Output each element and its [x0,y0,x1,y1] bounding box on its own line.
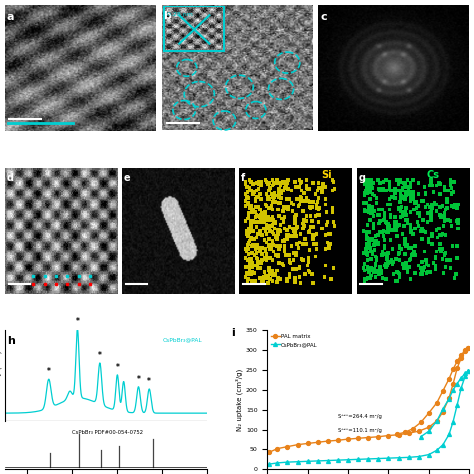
Bar [164,7,224,51]
CsPbBr₃@PAL [325,458,331,464]
Text: i: i [231,328,235,337]
Text: *: * [116,363,119,372]
CsPbBr₃@PAL [274,460,280,466]
Text: Si: Si [321,170,332,180]
PAL matrix [305,441,310,447]
CsPbBr₃@PAL [454,402,460,408]
CsPbBr₃@PAL [365,456,371,462]
PAL matrix [440,409,446,415]
Text: e: e [124,173,130,183]
Line: CsPbBr₃@PAL: CsPbBr₃@PAL [267,369,470,466]
Text: Sᴮᴱᴴ=110.1 m²/g: Sᴮᴱᴴ=110.1 m²/g [338,428,382,433]
Text: CsPbBr₃ PDF#00-054-0752: CsPbBr₃ PDF#00-054-0752 [73,430,144,435]
Text: c: c [320,11,327,22]
CsPbBr₃@PAL [315,458,320,464]
PAL matrix [266,449,272,455]
PAL matrix [386,433,392,438]
CsPbBr₃@PAL [285,459,291,465]
Text: Sᴮᴱᴴ=264.4 m²/g: Sᴮᴱᴴ=264.4 m²/g [338,414,382,419]
CsPbBr₃@PAL [396,455,401,461]
Y-axis label: Intensity (a.u.): Intensity (a.u.) [0,350,2,401]
CsPbBr₃@PAL [406,455,411,460]
CsPbBr₃@PAL [458,385,464,391]
PAL matrix [325,438,331,444]
Text: CsPbBr₃@PAL: CsPbBr₃@PAL [163,337,202,342]
PAL matrix [465,346,471,351]
PAL matrix [375,434,381,439]
CsPbBr₃@PAL [266,461,272,467]
Text: *: * [137,375,140,384]
CsPbBr₃@PAL [295,459,301,465]
PAL matrix [356,436,361,441]
CsPbBr₃@PAL [426,452,432,457]
PAL matrix [396,432,401,438]
CsPbBr₃@PAL [386,456,392,461]
CsPbBr₃@PAL [434,447,440,453]
CsPbBr₃@PAL [345,457,351,463]
Text: b: b [163,11,171,21]
CsPbBr₃@PAL [450,419,456,425]
PAL matrix [285,444,291,449]
Text: h: h [7,336,15,346]
Y-axis label: N₂ uptake (cm³/g): N₂ uptake (cm³/g) [236,369,243,431]
PAL matrix [462,348,468,354]
Text: Cs: Cs [427,170,440,180]
PAL matrix [406,430,411,436]
PAL matrix [450,381,456,387]
Text: f: f [241,173,245,183]
PAL matrix [416,428,421,434]
PAL matrix [365,435,371,440]
Text: *: * [75,317,79,326]
PAL matrix [274,446,280,451]
Text: d: d [7,173,13,183]
Text: *: * [47,367,51,376]
CsPbBr₃@PAL [335,457,341,463]
PAL matrix [426,424,432,430]
CsPbBr₃@PAL [305,458,310,464]
PAL matrix [335,438,341,443]
CsPbBr₃@PAL [356,456,361,462]
Text: *: * [147,377,151,386]
CsPbBr₃@PAL [375,456,381,461]
Line: PAL matrix: PAL matrix [267,346,470,454]
PAL matrix [434,418,440,424]
CsPbBr₃@PAL [446,431,452,437]
PAL matrix [454,365,460,371]
PAL matrix [446,395,452,401]
Legend: PAL matrix, CsPbBr₃@PAL: PAL matrix, CsPbBr₃@PAL [270,333,319,348]
PAL matrix [315,439,320,445]
CsPbBr₃@PAL [416,454,421,459]
PAL matrix [345,436,351,442]
PAL matrix [295,442,301,447]
CsPbBr₃@PAL [465,368,471,374]
CsPbBr₃@PAL [440,442,446,447]
Text: a: a [7,11,14,22]
Text: g: g [358,173,365,183]
Text: 0.28 nm: 0.28 nm [167,12,192,17]
PAL matrix [458,356,464,361]
CsPbBr₃@PAL [462,373,468,379]
Text: *: * [98,351,102,360]
